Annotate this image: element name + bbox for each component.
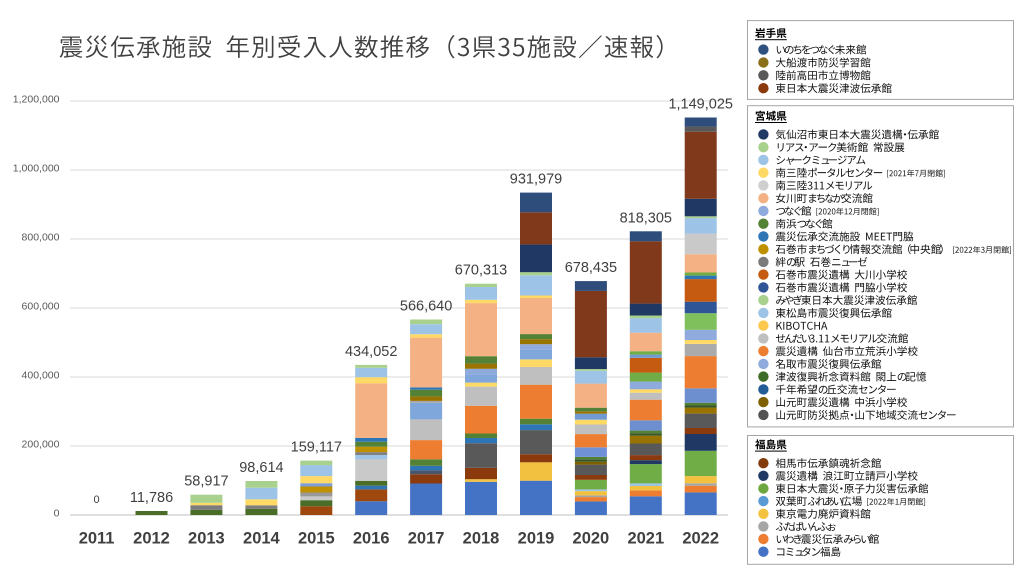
svg-text:2022: 2022 <box>682 530 719 548</box>
svg-text:98,614: 98,614 <box>239 460 283 476</box>
svg-text:1,149,025: 1,149,025 <box>668 97 733 113</box>
svg-text:1,000,000: 1,000,000 <box>13 163 60 175</box>
svg-text:566,640: 566,640 <box>400 299 452 315</box>
svg-text:400,000: 400,000 <box>22 370 60 382</box>
svg-text:2015: 2015 <box>298 530 335 548</box>
svg-text:0: 0 <box>94 494 100 506</box>
svg-text:670,313: 670,313 <box>455 263 507 279</box>
svg-text:678,435: 678,435 <box>565 260 617 276</box>
svg-text:818,305: 818,305 <box>620 210 672 226</box>
svg-text:200,000: 200,000 <box>22 439 60 451</box>
svg-text:931,979: 931,979 <box>510 172 562 188</box>
svg-text:2021: 2021 <box>627 530 664 548</box>
svg-text:58,917: 58,917 <box>184 474 228 490</box>
svg-text:2014: 2014 <box>243 530 281 548</box>
svg-text:2011: 2011 <box>79 530 115 548</box>
svg-text:2013: 2013 <box>188 530 225 548</box>
svg-text:159,117: 159,117 <box>291 440 342 456</box>
svg-text:2018: 2018 <box>463 530 500 548</box>
svg-text:2020: 2020 <box>573 530 610 548</box>
svg-text:2019: 2019 <box>518 530 555 548</box>
svg-text:0: 0 <box>54 508 60 520</box>
svg-text:2012: 2012 <box>133 530 170 548</box>
svg-text:600,000: 600,000 <box>22 301 60 313</box>
svg-text:800,000: 800,000 <box>22 232 60 244</box>
svg-text:1,200,000: 1,200,000 <box>13 94 60 106</box>
svg-text:11,786: 11,786 <box>130 490 173 506</box>
svg-text:434,052: 434,052 <box>345 344 397 360</box>
svg-text:2016: 2016 <box>353 530 390 548</box>
svg-text:2017: 2017 <box>408 530 445 548</box>
